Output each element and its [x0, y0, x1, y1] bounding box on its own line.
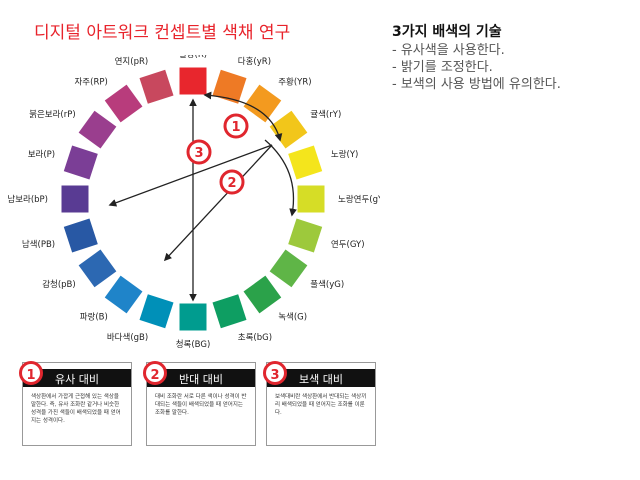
- color-wheel: 빨강(R) 다홍(yR) 주황(YR) 귤색(rY) 노랑(Y) 노랑연두(gY) 연두(G…: [7, 55, 380, 350]
- color-swatch: [104, 84, 143, 123]
- marker-2: 2: [219, 169, 245, 195]
- color-label: 보라(P): [28, 150, 55, 160]
- color-label: 귤색(rY): [310, 109, 341, 120]
- panel-contrast: 반대 대비 2 대비 조화란 서로 다른 색이나 성격이 반대되는 색들이 배색…: [143, 361, 256, 446]
- color-swatch: [269, 249, 308, 288]
- panel-description: 대비 조화란 서로 다른 색이나 성격이 반대되는 색들이 배색되었을 때 얻어…: [155, 394, 247, 416]
- svg-text:2: 2: [227, 176, 236, 191]
- arc-arrow-2: [264, 139, 297, 217]
- panel-number: 1: [19, 361, 43, 385]
- panel-description: 보색대비란 색상환에서 반대되는 색상끼리 배색되었을 때 얻어지는 조화를 이…: [275, 394, 367, 416]
- color-label: 바다색(gB): [107, 332, 148, 343]
- color-swatch: [243, 275, 282, 314]
- color-label: 다홍(yR): [238, 56, 271, 67]
- color-swatch: [61, 185, 89, 213]
- color-label: 연두(GY): [331, 240, 365, 250]
- color-swatch: [243, 84, 282, 123]
- opposite-arrow: [163, 144, 273, 262]
- tips-block: 3가지 배색의 기술 - 유사색을 사용한다. - 밝기를 조정한다. - 보색…: [392, 24, 561, 93]
- tips-heading: 3가지 배색의 기술: [392, 24, 502, 40]
- color-swatch: [139, 69, 174, 104]
- color-label: 감청(pB): [42, 279, 76, 290]
- color-label: 자주(RP): [74, 78, 107, 88]
- color-label: 남보라(bP): [7, 195, 48, 205]
- panel-analogous: 유사 대비 1 색상환에서 가깝게 근접해 있는 색상을 말한다. 즉, 유사 …: [19, 361, 132, 446]
- color-swatch: [179, 303, 207, 331]
- color-swatch: [78, 110, 117, 149]
- color-label: 초록(bG): [238, 333, 272, 343]
- color-label: 파랑(B): [80, 311, 108, 322]
- color-swatch: [63, 145, 98, 180]
- color-label: 청록(BG): [176, 340, 211, 350]
- color-label: 빨강(R): [179, 55, 207, 60]
- color-swatch: [297, 185, 325, 213]
- color-label: 풀색(yG): [310, 279, 344, 290]
- color-swatch: [288, 145, 323, 180]
- panel-number: 2: [143, 361, 167, 385]
- panel-label: 반대 대비: [179, 373, 223, 386]
- color-swatch: [269, 110, 308, 149]
- color-swatch: [179, 67, 207, 95]
- color-swatch: [78, 249, 117, 288]
- color-label: 남색(PB): [22, 239, 55, 250]
- panel-number: 3: [263, 361, 287, 385]
- marker-1: 1: [223, 113, 249, 139]
- tip-item: - 보색의 사용 방법에 유의한다.: [392, 77, 561, 92]
- panel-description: 색상환에서 가깝게 근접해 있는 색상을 말한다. 즉, 유사 조화란 같거나 …: [31, 394, 121, 424]
- svg-text:1: 1: [231, 120, 240, 135]
- panel-complementary: 보색 대비 3 보색대비란 색상환에서 반대되는 색상끼리 배색되었을 때 얻어…: [263, 361, 376, 446]
- color-label: 노랑(Y): [331, 149, 358, 160]
- color-swatch: [212, 294, 247, 329]
- color-label: 붉은보라(rP): [29, 109, 76, 120]
- panel-label: 보색 대비: [299, 373, 343, 386]
- color-label: 녹색(G): [278, 311, 307, 322]
- color-swatch: [139, 294, 174, 329]
- tip-item: - 밝기를 조정한다.: [392, 60, 493, 75]
- color-label: 주황(YR): [278, 77, 311, 88]
- color-label: 노랑연두(gY): [338, 194, 380, 205]
- svg-text:3: 3: [194, 146, 203, 161]
- color-swatch: [288, 218, 323, 253]
- panel-label: 유사 대비: [55, 373, 99, 386]
- tip-item: - 유사색을 사용한다.: [392, 43, 505, 58]
- color-label: 연지(pR): [115, 57, 149, 67]
- color-swatch: [104, 275, 143, 314]
- arc-arrow-1: [203, 91, 283, 142]
- color-swatch: [63, 218, 98, 253]
- marker-3: 3: [186, 139, 212, 165]
- page-title: 디지털 아트워크 컨셉트별 색채 연구: [34, 23, 291, 43]
